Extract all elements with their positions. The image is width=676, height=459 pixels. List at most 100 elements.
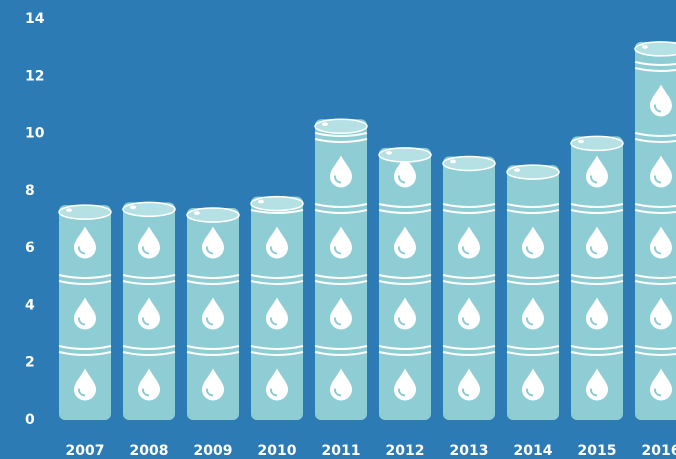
hoop [634, 351, 676, 356]
hoop [250, 351, 304, 356]
drop-shine [461, 246, 470, 255]
hoop [442, 209, 496, 214]
barrel-lid [378, 147, 432, 163]
hoop [314, 138, 368, 143]
lid-shine [322, 122, 328, 127]
bar [507, 165, 559, 420]
y-tick-label: 10 [25, 126, 45, 142]
lid-shine [642, 45, 648, 49]
hoop [442, 280, 496, 285]
hoop [506, 203, 560, 208]
drop-shine [269, 388, 278, 397]
drop-shine [653, 175, 662, 184]
hoop [634, 280, 676, 285]
drop-shine [461, 388, 470, 397]
barrel-lid [58, 204, 112, 220]
hoop [122, 274, 176, 279]
drop-shine [589, 317, 598, 326]
hoop [314, 203, 368, 208]
drop-shine [205, 388, 214, 397]
drop-shine [525, 317, 534, 326]
hoop [186, 274, 240, 279]
drop-shine [589, 246, 598, 255]
x-tick-label: 2007 [66, 443, 105, 459]
barrel-lid [506, 164, 560, 180]
drop-shine [205, 317, 214, 326]
hoop [506, 345, 560, 350]
drop-shine [653, 246, 662, 255]
hoop [378, 209, 432, 214]
barrel-lid [250, 195, 304, 212]
drop-shine [653, 388, 662, 397]
barrel-lid [122, 201, 176, 218]
barrel-lid [570, 135, 624, 152]
hoop [506, 274, 560, 279]
hoop [122, 345, 176, 350]
lid-shine [130, 205, 136, 210]
hoop [186, 345, 240, 350]
hoop [250, 280, 304, 285]
bar [315, 119, 367, 420]
barrel [506, 164, 560, 420]
hoop [186, 280, 240, 285]
drop-shine [269, 246, 278, 255]
hoop [442, 351, 496, 356]
x-tick-label: 2012 [386, 443, 425, 459]
lid-shine [258, 199, 264, 204]
barrel [378, 147, 432, 420]
drop-shine [333, 246, 342, 255]
y-tick-label: 6 [25, 240, 35, 256]
lid-shine [194, 211, 200, 215]
hoop [506, 209, 560, 214]
drop-shine [653, 104, 662, 113]
hoop [634, 274, 676, 279]
hoop [570, 345, 624, 350]
x-tick-label: 2016 [642, 443, 676, 459]
y-tick-label: 0 [25, 412, 35, 428]
barrel-lid [186, 207, 240, 223]
hoop [634, 138, 676, 143]
hoop [314, 209, 368, 214]
barrel [250, 195, 304, 420]
barrel [58, 204, 112, 420]
x-tick-label: 2013 [450, 443, 489, 459]
hoop [58, 274, 112, 279]
barrel [570, 135, 624, 420]
drop-shine [525, 246, 534, 255]
hoop [506, 351, 560, 356]
hoop [442, 203, 496, 208]
lid-shine [450, 159, 456, 164]
hoop [442, 274, 496, 279]
hoop [570, 280, 624, 285]
hoop [570, 203, 624, 208]
hoop [378, 280, 432, 285]
barrel [314, 118, 368, 420]
drop-shine [77, 388, 86, 397]
lid-shine [578, 139, 584, 144]
hoop [378, 345, 432, 350]
hoop [58, 280, 112, 285]
hoop [314, 274, 368, 279]
barrel-lid [314, 118, 368, 134]
y-tick-label: 4 [25, 297, 35, 313]
hoop [58, 345, 112, 350]
barrel [122, 201, 176, 420]
drop-shine [269, 317, 278, 326]
hoop [250, 345, 304, 350]
drop-shine [653, 317, 662, 326]
hoop [314, 351, 368, 356]
x-tick-label: 2014 [514, 443, 553, 459]
drop-shine [141, 246, 150, 255]
hoop [570, 351, 624, 356]
y-tick-label: 2 [25, 355, 35, 371]
hoop [570, 209, 624, 214]
drop-shine [333, 175, 342, 184]
drop-shine [333, 388, 342, 397]
hoop [442, 345, 496, 350]
hoop [570, 274, 624, 279]
drop-shine [205, 246, 214, 255]
drop-shine [461, 317, 470, 326]
drop-shine [141, 317, 150, 326]
drop-shine [525, 388, 534, 397]
